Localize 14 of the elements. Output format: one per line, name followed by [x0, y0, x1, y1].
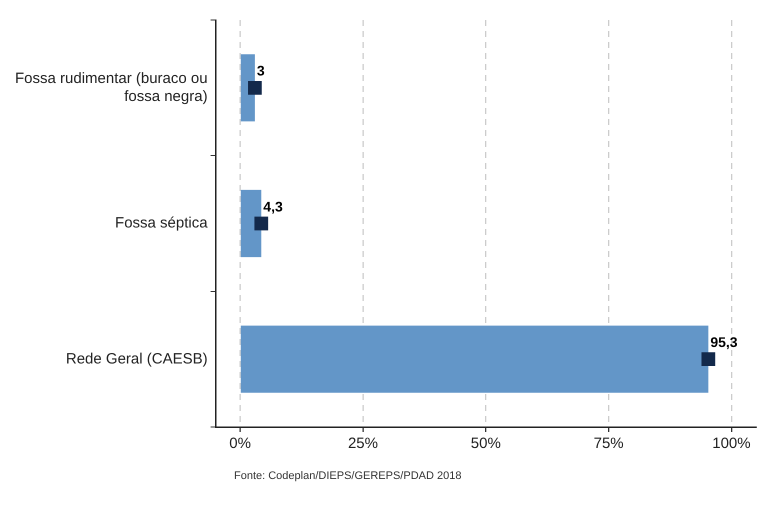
- bar: [240, 326, 708, 393]
- bar: [240, 190, 262, 258]
- data-label: 95,3: [710, 334, 738, 350]
- x-tick-label: 75%: [594, 435, 624, 452]
- data-label: 3: [256, 62, 265, 79]
- y-tick-label: Rede Geral (CAESB): [66, 350, 208, 368]
- x-tick-label: 100%: [712, 435, 751, 452]
- source-note: Fonte: Codeplan/DIEPS/GEREPS/PDAD 2018: [234, 470, 462, 482]
- x-tick-label: 25%: [348, 435, 378, 452]
- data-label: 4,3: [263, 198, 283, 214]
- x-tick-label: 50%: [470, 435, 501, 452]
- x-tick-label: 0%: [229, 435, 251, 452]
- y-tick-label: Fossa rudimentar (buraco ou fossa negra): [14, 70, 208, 105]
- y-tick-label: Fossa séptica: [115, 214, 208, 232]
